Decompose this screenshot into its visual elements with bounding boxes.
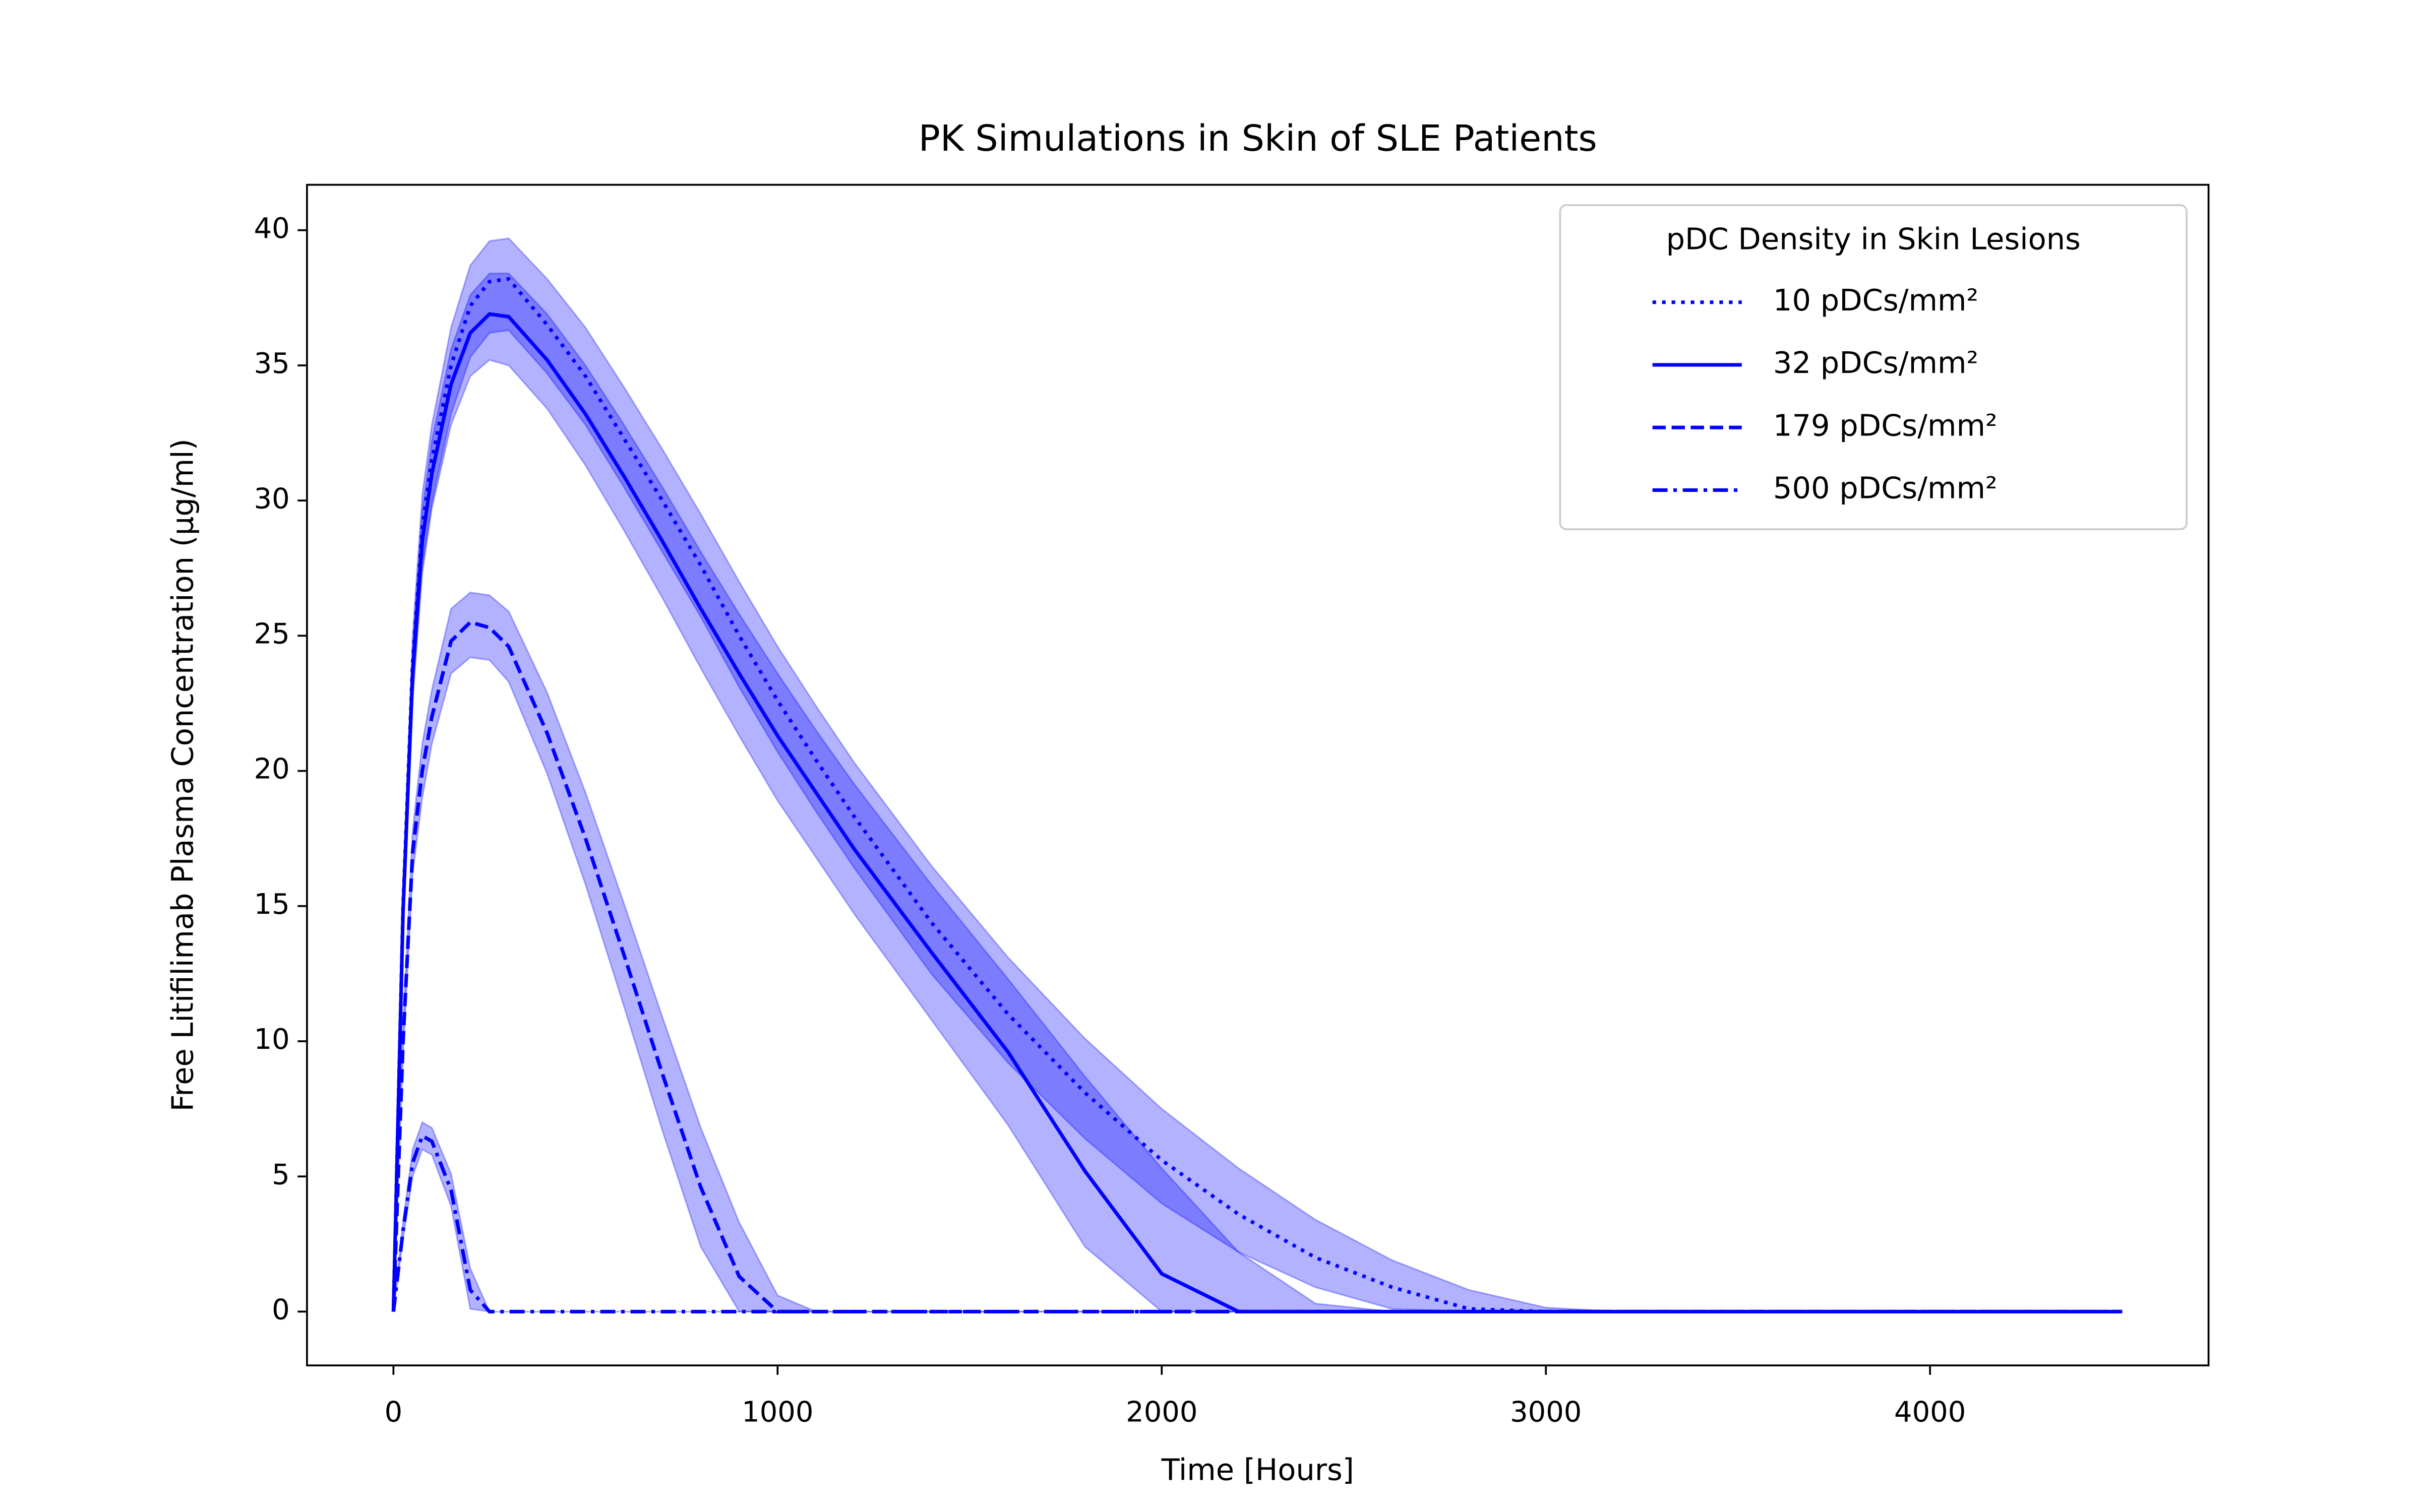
confidence-band	[392, 1121, 2123, 1312]
chart-title: PK Simulations in Skin of SLE Patients	[919, 117, 1597, 159]
confidence-band	[392, 273, 2123, 1312]
confidence-band	[392, 237, 2123, 1312]
x-tick-label: 4000	[1894, 1396, 1966, 1429]
legend-label: 10 pDCs/mm²	[1773, 283, 1978, 318]
x-tick-label: 1000	[742, 1396, 813, 1429]
legend-box	[1559, 204, 2188, 531]
legend-label: 32 pDCs/mm²	[1773, 345, 1978, 380]
y-tick-label: 15	[254, 888, 290, 921]
y-axis-label: Free Litifilimab Plasma Concentration (μ…	[165, 438, 200, 1111]
y-tick-label: 0	[272, 1294, 290, 1327]
y-tick-label: 40	[254, 212, 290, 245]
x-tick-label: 0	[385, 1396, 403, 1429]
y-tick-label: 35	[254, 347, 290, 380]
y-tick-label: 5	[272, 1158, 290, 1191]
y-tick-label: 10	[254, 1023, 290, 1056]
confidence-band	[392, 591, 2123, 1312]
series-line	[391, 1133, 2123, 1313]
plot-frame	[306, 183, 2210, 1367]
bands	[392, 237, 2123, 1312]
legend-label: 179 pDCs/mm²	[1773, 408, 1998, 443]
axes: 0 1000 2000 3000 4000 0 5 10 15 20 25 30 35 40	[254, 212, 1966, 1429]
x-axis-label: Time [Hours]	[1161, 1453, 1354, 1487]
legend-label: 500 pDCs/mm²	[1773, 471, 1998, 506]
y-tick-label: 25	[254, 618, 290, 651]
series-line	[391, 620, 2123, 1313]
x-tick-label: 2000	[1126, 1396, 1197, 1429]
y-tick-label: 20	[254, 753, 290, 786]
legend: pDC Density in Skin Lesions 10 pDCs/mm² 3…	[1559, 204, 2188, 531]
legend-title: pDC Density in Skin Lesions	[1666, 222, 2081, 257]
x-tick-label: 3000	[1510, 1396, 1582, 1429]
series-line	[391, 277, 2123, 1313]
lines	[391, 277, 2123, 1313]
y-tick-label: 30	[254, 482, 290, 515]
